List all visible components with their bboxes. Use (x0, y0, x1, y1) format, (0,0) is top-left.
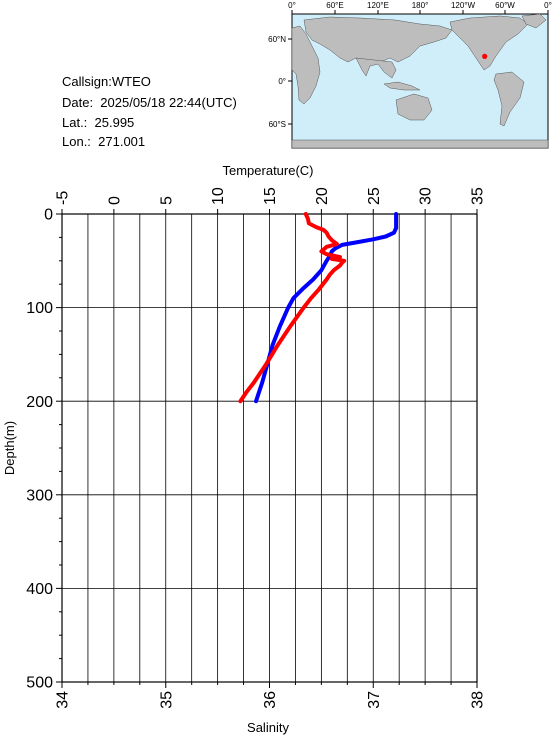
salinity-tick-label: 38 (470, 691, 487, 709)
map-longitude-label: 60°W (495, 1, 515, 10)
map-latitude-label: 60°S (269, 120, 286, 129)
depth-tick-label: 300 (26, 487, 53, 504)
temperature-tick-label: 0 (106, 196, 123, 205)
salinity-tick-labels: 34 35 36 37 38 (55, 691, 487, 709)
temperature-tick-label: 30 (418, 187, 435, 205)
temperature-tick-label: 35 (470, 187, 487, 205)
tick-marks (56, 209, 478, 688)
map-latitude-label: 60°N (268, 35, 286, 44)
depth-tick-label: 100 (26, 300, 53, 317)
map-land (291, 13, 549, 149)
map-longitude-label: 120°E (367, 1, 389, 10)
depth-axis-label: Depth(m) (2, 421, 17, 475)
salinity-tick-label: 37 (366, 691, 383, 709)
temperature-axis-label: Temperature(C) (222, 163, 313, 178)
temperature-tick-label: -5 (55, 191, 72, 205)
lon-text: Lon.: 271.001 (62, 134, 146, 149)
temperature-tick-label: 20 (314, 187, 331, 205)
salinity-profile-line (238, 212, 347, 404)
temperature-tick-label: 25 (366, 187, 383, 205)
depth-tick-label: 200 (26, 394, 53, 411)
temperature-tick-label: 10 (210, 187, 227, 205)
grid-lines (61, 214, 478, 682)
map-left-labels: 60°N 0° 60°S (268, 35, 286, 129)
salinity-axis-label: Salinity (247, 720, 289, 735)
callsign-text: Callsign:WTEO (62, 74, 151, 89)
world-map: 0° 60°E 120°E 180° 120°W 60°W 0° 60°N 0° 60°S (268, 1, 552, 149)
map-longitude-label: 0° (288, 1, 296, 10)
lat-text: Lat.: 25.995 (62, 115, 135, 130)
map-longitude-label: 0° (544, 1, 552, 10)
map-latitude-label: 0° (278, 77, 286, 86)
station-marker (482, 53, 488, 60)
salinity-tick-label: 36 (262, 691, 279, 709)
temperature-tick-labels: -5 0 5 10 15 20 25 30 35 (55, 187, 487, 205)
salinity-tick-label: 35 (158, 691, 175, 709)
salinity-tick-label: 34 (55, 691, 72, 709)
temperature-tick-label: 5 (158, 196, 175, 205)
map-top-labels: 0° 60°E 120°E 180° 120°W 60°W 0° (288, 1, 552, 10)
depth-tick-label: 0 (44, 207, 53, 224)
series-group (238, 212, 399, 404)
depth-tick-labels: 0 100 200 300 400 500 (26, 207, 53, 692)
map-longitude-label: 60°E (326, 1, 343, 10)
map-longitude-label: 180° (412, 1, 429, 10)
temperature-tick-label: 15 (262, 187, 279, 205)
map-ticks (288, 10, 549, 125)
depth-tick-label: 400 (26, 581, 53, 598)
depth-tick-label: 500 (26, 675, 53, 692)
date-text: Date: 2025/05/18 22:44(UTC) (62, 95, 237, 110)
map-longitude-label: 120°W (451, 1, 476, 10)
